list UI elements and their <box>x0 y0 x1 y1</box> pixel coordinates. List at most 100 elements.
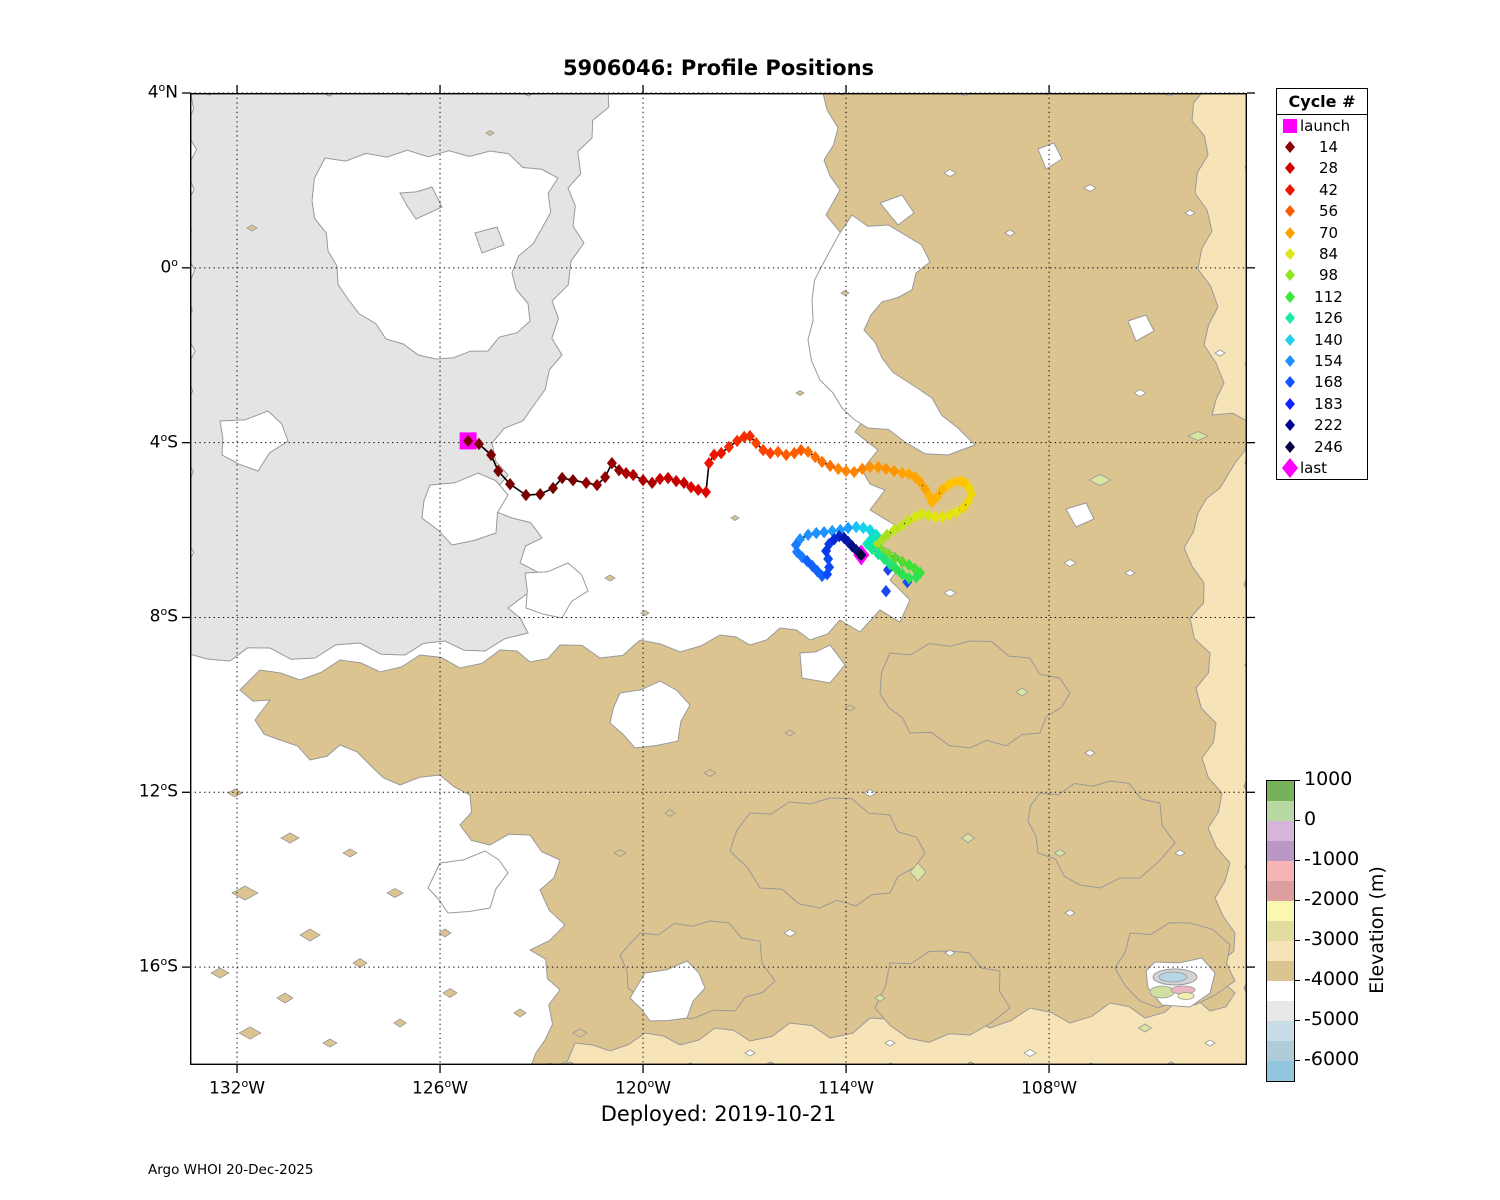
axis-ticks <box>182 85 1255 1073</box>
profile-dot <box>600 470 611 484</box>
cycle-diamond-icon <box>1280 437 1300 457</box>
legend-entry: launch <box>1277 115 1367 136</box>
profile-dot <box>827 524 838 538</box>
profile-dot <box>923 508 934 522</box>
colorbar-axis-label: Elevation (m) <box>1366 866 1388 994</box>
profile-dot <box>592 478 603 492</box>
legend-label: 84 <box>1318 245 1339 264</box>
colorbar-segment <box>1267 1001 1294 1021</box>
cycle-diamond-icon <box>1280 351 1300 371</box>
colorbar-tick-label: 1000 <box>1304 767 1353 790</box>
profile-dot <box>638 474 649 487</box>
profile-dot <box>628 468 639 482</box>
profile-dot <box>606 456 617 470</box>
colorbar-tick-label: -4000 <box>1304 967 1360 990</box>
cycle-diamond-icon <box>1280 158 1300 178</box>
legend-label: last <box>1300 458 1328 477</box>
legend-entry: 168 <box>1277 372 1367 393</box>
cycle-diamond-icon <box>1280 137 1300 157</box>
legend-entry: 246 <box>1277 436 1367 457</box>
colorbar-tick-label: -1000 <box>1304 847 1360 870</box>
profile-dot <box>621 467 632 480</box>
colorbar-tick <box>1294 1020 1300 1022</box>
legend-label: 154 <box>1314 351 1343 370</box>
legend-label: 98 <box>1318 266 1339 285</box>
profile-dot <box>647 476 658 490</box>
profile-dot <box>486 448 497 462</box>
legend-entry: 112 <box>1277 286 1367 307</box>
y-tick-label: 12oS <box>138 780 178 803</box>
profile-dot <box>880 462 891 476</box>
legend-entry: 222 <box>1277 414 1367 435</box>
y-tick-label: 4oN <box>147 81 178 103</box>
colorbar-segment <box>1267 781 1294 801</box>
profile-dot <box>781 448 792 462</box>
legend-label: 70 <box>1318 223 1339 242</box>
profile-dot <box>463 434 474 448</box>
profile-dot <box>858 521 869 535</box>
profile-dot <box>948 475 959 489</box>
profile-dot <box>876 543 887 557</box>
profile-dot <box>505 477 516 491</box>
profile-dot <box>817 455 828 469</box>
cycle-diamond-icon <box>1280 201 1300 221</box>
profile-dot <box>843 535 854 549</box>
colorbar-tick-label: -3000 <box>1304 927 1360 950</box>
cycle-diamond-icon <box>1280 265 1300 285</box>
x-tick-label: 132oW <box>209 1077 266 1099</box>
legend-label: 140 <box>1314 330 1343 349</box>
map-background <box>190 93 1247 1065</box>
profile-dot <box>841 464 852 478</box>
profile-dot <box>839 531 850 545</box>
cycle-diamond-icon <box>1280 180 1300 200</box>
profile-dot <box>889 464 900 478</box>
legend-entry: 140 <box>1277 329 1367 350</box>
profile-dot <box>739 430 750 444</box>
colorbar-segment <box>1267 1021 1294 1041</box>
colorbar-tick-label: -5000 <box>1304 1007 1360 1030</box>
profile-dot <box>803 445 814 459</box>
y-tick-label: 0o <box>160 255 178 278</box>
legend-label: 126 <box>1314 309 1343 328</box>
profile-dot <box>795 533 806 546</box>
colorbar-tick <box>1294 940 1300 942</box>
x-tick-label: 120oW <box>615 1077 672 1099</box>
profile-dot <box>535 488 546 501</box>
profile-dot <box>797 550 808 564</box>
profile-dot <box>732 434 743 448</box>
legend-entry: 154 <box>1277 350 1367 371</box>
profile-dot <box>958 501 969 515</box>
profile-dot <box>873 547 884 561</box>
x-tick-label: 108oW <box>1021 1077 1078 1099</box>
colorbar-tick <box>1294 820 1300 822</box>
profile-dot <box>557 471 568 485</box>
colorbar-tick <box>1294 860 1300 862</box>
y-tick-label: 16oS <box>138 955 178 977</box>
colorbar-segment <box>1267 841 1294 861</box>
legend-title: Cycle # <box>1277 89 1367 115</box>
profile-dot <box>821 544 832 558</box>
x-tick-label: 114oW <box>818 1077 875 1099</box>
cycle-diamond-icon <box>1280 372 1300 392</box>
legend-entry: last <box>1277 457 1367 478</box>
y-tick-label: 4oS <box>149 430 178 453</box>
legend-entry: 84 <box>1277 243 1367 264</box>
legend-entry: 70 <box>1277 222 1367 243</box>
profile-dot <box>796 443 807 457</box>
last-diamond-icon <box>1280 457 1300 478</box>
profile-dot <box>819 526 830 539</box>
colorbar-segment <box>1267 801 1294 821</box>
legend-entry: 56 <box>1277 201 1367 222</box>
profile-dot <box>751 436 762 450</box>
legend-entry: 126 <box>1277 308 1367 329</box>
legend-label: 222 <box>1314 416 1343 435</box>
profile-dot <box>803 528 814 542</box>
colorbar-segment <box>1267 1041 1294 1061</box>
profile-dot <box>851 543 862 557</box>
plot-border <box>189 92 1247 1065</box>
colorbar-segment <box>1267 881 1294 901</box>
legend-label: 42 <box>1318 180 1339 199</box>
colorbar-tick <box>1294 900 1300 902</box>
colorbar-segment <box>1267 821 1294 841</box>
